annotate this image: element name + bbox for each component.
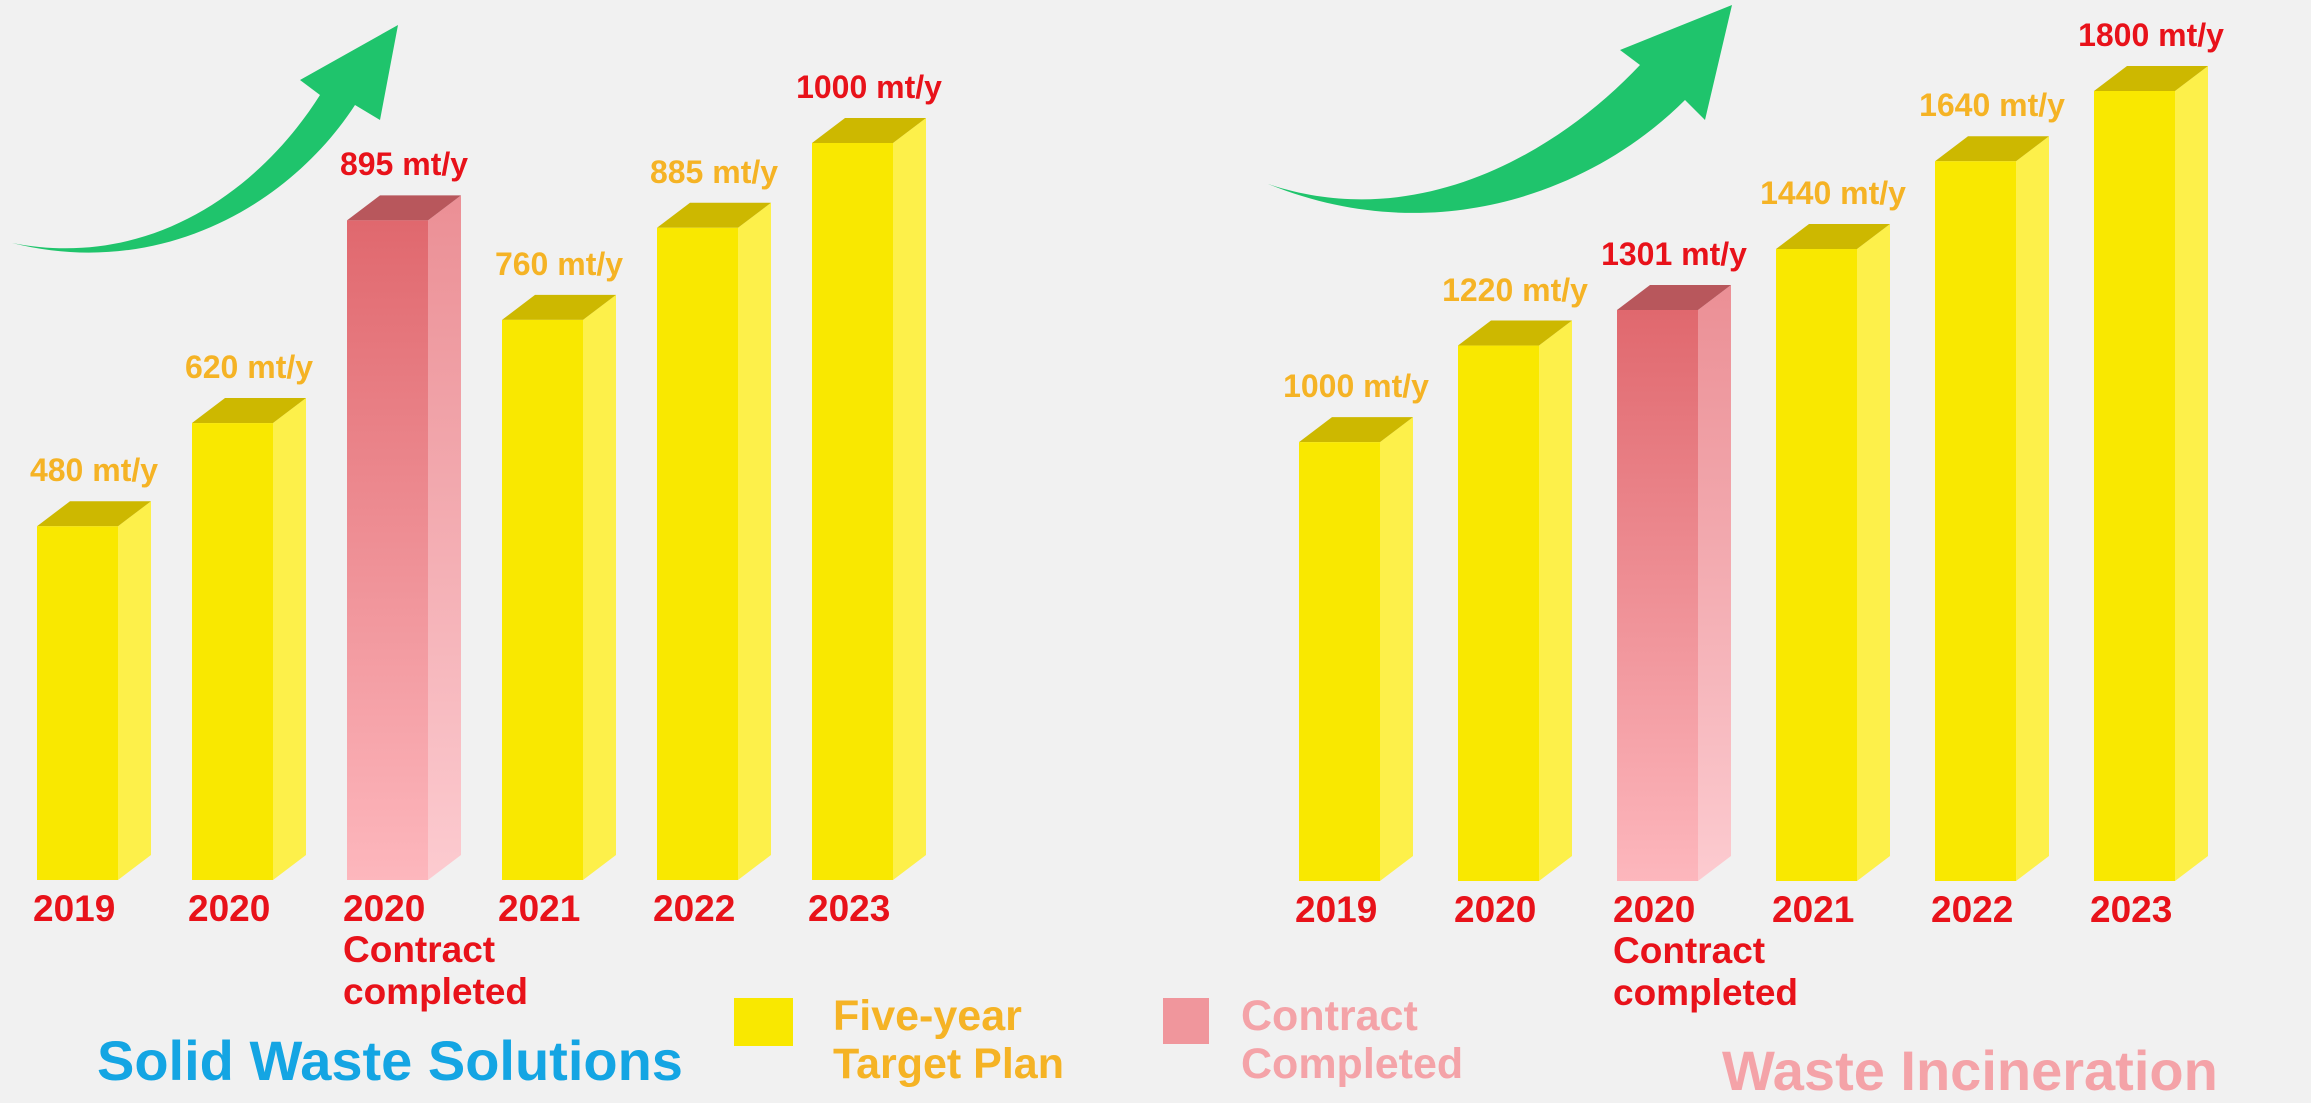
value-label: 1640 mt/y bbox=[1892, 88, 2092, 124]
x-tick-label: 2023 bbox=[2090, 889, 2172, 930]
bar-front bbox=[192, 423, 273, 880]
x-tick-label: 2021 bbox=[1772, 889, 1854, 930]
x-tick-label: 2022 bbox=[1931, 889, 2013, 930]
bar-front bbox=[347, 220, 428, 880]
legend-label: Five-year Target Plan bbox=[833, 992, 1073, 1088]
bar-front bbox=[1935, 161, 2016, 881]
bar-side bbox=[583, 295, 616, 880]
bar bbox=[1776, 224, 1890, 881]
x-tick-label: 2020 bbox=[188, 888, 270, 929]
page: (() => { const data = JSON.parse(documen… bbox=[0, 0, 2311, 1095]
x-tick-label: 2019 bbox=[1295, 889, 1377, 930]
bar bbox=[1299, 417, 1413, 881]
bar-side bbox=[428, 195, 461, 880]
bar-side bbox=[738, 203, 771, 880]
bar-front bbox=[1458, 346, 1539, 881]
bar-front bbox=[502, 320, 583, 880]
bar bbox=[37, 501, 151, 880]
bar-front bbox=[37, 526, 118, 880]
bar-side bbox=[2175, 66, 2208, 881]
value-label: 885 mt/y bbox=[614, 155, 814, 191]
bar-side bbox=[1857, 224, 1890, 881]
x-tick-label: 2020 bbox=[1454, 889, 1536, 930]
value-label: 1000 mt/y bbox=[1256, 369, 1456, 405]
value-label: 895 mt/y bbox=[304, 147, 504, 183]
bar-front bbox=[2094, 91, 2175, 881]
bar-side bbox=[2016, 136, 2049, 881]
bar bbox=[812, 118, 926, 880]
value-label: 1000 mt/y bbox=[769, 70, 969, 106]
bar bbox=[2094, 66, 2208, 881]
bar bbox=[1617, 285, 1731, 881]
legend-label: Contract Completed bbox=[1241, 992, 1481, 1088]
x-tick-label: 2021 bbox=[498, 888, 580, 929]
chart-title: Solid Waste Solutions bbox=[97, 1030, 683, 1093]
x-tick-label: 2019 bbox=[33, 888, 115, 929]
growth-arrow bbox=[12, 25, 398, 253]
value-label: 1800 mt/y bbox=[2051, 18, 2251, 54]
x-tick-label: 2020 Contract completed bbox=[1613, 889, 1798, 1013]
bar-front bbox=[1299, 442, 1380, 881]
value-label: 620 mt/y bbox=[149, 350, 349, 386]
bar bbox=[1458, 321, 1572, 881]
bar bbox=[192, 398, 306, 880]
chart-title: Waste Incineration bbox=[1722, 1040, 2218, 1103]
bar-side bbox=[1380, 417, 1413, 881]
bar-side bbox=[273, 398, 306, 880]
bar bbox=[347, 195, 461, 880]
bar-side bbox=[893, 118, 926, 880]
bar-front bbox=[1776, 249, 1857, 881]
value-label: 1301 mt/y bbox=[1574, 237, 1774, 273]
bar bbox=[1935, 136, 2049, 881]
bar-side bbox=[118, 501, 151, 880]
x-tick-label: 2023 bbox=[808, 888, 890, 929]
legend-swatch bbox=[1163, 998, 1209, 1044]
bar bbox=[502, 295, 616, 880]
bar-front bbox=[1617, 310, 1698, 881]
value-label: 1220 mt/y bbox=[1415, 273, 1615, 309]
value-label: 760 mt/y bbox=[459, 247, 659, 283]
bar bbox=[657, 203, 771, 880]
value-label: 1440 mt/y bbox=[1733, 176, 1933, 212]
bar-front bbox=[657, 228, 738, 880]
legend-swatch bbox=[734, 998, 793, 1046]
bar-side bbox=[1539, 321, 1572, 881]
bar-front bbox=[812, 143, 893, 880]
value-label: 480 mt/y bbox=[0, 453, 194, 489]
x-tick-label: 2022 bbox=[653, 888, 735, 929]
growth-arrow bbox=[1268, 5, 1732, 213]
bar-side bbox=[1698, 285, 1731, 881]
